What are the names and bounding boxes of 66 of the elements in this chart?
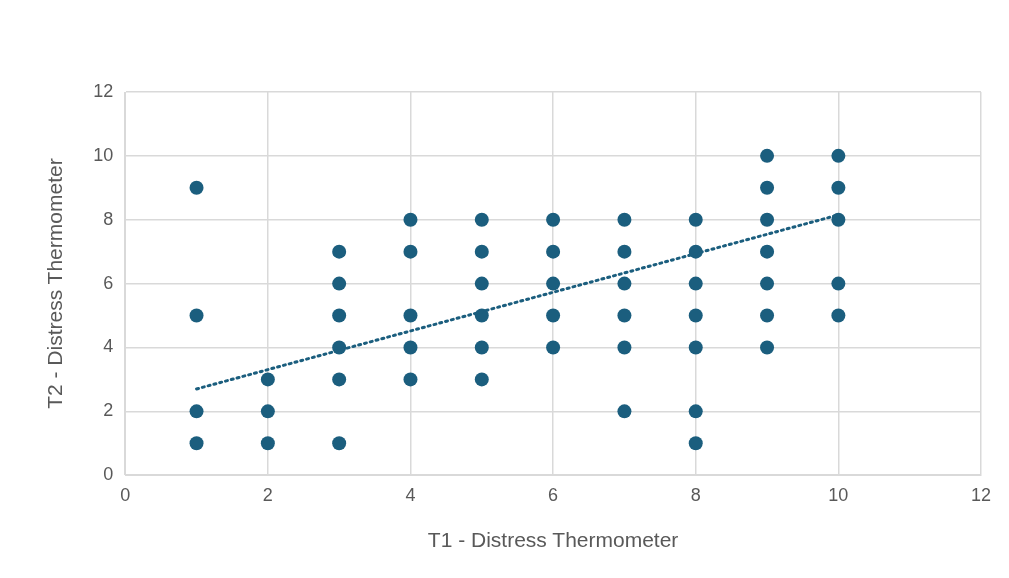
point — [260, 436, 275, 451]
point — [403, 212, 418, 227]
y-tick-label: 12 — [93, 80, 114, 101]
y-tick-label: 4 — [103, 336, 114, 357]
point — [760, 148, 775, 163]
point — [688, 276, 703, 291]
point — [546, 308, 561, 323]
x-tick-label: 2 — [262, 484, 273, 505]
point — [688, 436, 703, 451]
point — [189, 308, 204, 323]
point — [688, 212, 703, 227]
x-tick-label: 0 — [120, 484, 131, 505]
point — [546, 276, 561, 291]
point — [831, 148, 846, 163]
point — [474, 340, 489, 355]
point — [617, 212, 632, 227]
point — [474, 372, 489, 387]
point — [403, 340, 418, 355]
point — [760, 244, 775, 259]
point — [760, 308, 775, 323]
y-tick-label: 0 — [103, 464, 114, 485]
point — [617, 244, 632, 259]
point — [546, 212, 561, 227]
point — [403, 244, 418, 259]
y-axis-title: T2 - Distress Thermometer — [43, 158, 67, 409]
point — [831, 276, 846, 291]
point — [474, 244, 489, 259]
point — [189, 436, 204, 451]
point — [546, 244, 561, 259]
point — [332, 276, 347, 291]
point — [332, 372, 347, 387]
point — [260, 404, 275, 419]
point — [474, 276, 489, 291]
point — [474, 212, 489, 227]
point — [688, 308, 703, 323]
y-tick-label: 6 — [103, 272, 114, 293]
y-tick-label: 2 — [103, 400, 114, 421]
point — [403, 372, 418, 387]
x-tick-label: 10 — [828, 484, 849, 505]
x-tick-label: 12 — [970, 484, 992, 505]
x-tick-label: 6 — [548, 484, 559, 505]
point — [688, 404, 703, 419]
point — [688, 340, 703, 355]
point — [617, 276, 632, 291]
point — [617, 404, 632, 419]
x-tick-label: 4 — [405, 484, 416, 505]
point — [189, 404, 204, 419]
point — [332, 244, 347, 259]
x-tick-label: 8 — [690, 484, 701, 505]
point — [760, 276, 775, 291]
point — [760, 212, 775, 227]
point — [189, 180, 204, 195]
point — [617, 308, 632, 323]
point — [332, 436, 347, 451]
y-tick-label: 10 — [93, 144, 114, 165]
point — [403, 308, 418, 323]
x-axis-title: T1 - Distress Thermometer — [427, 528, 679, 552]
point — [617, 340, 632, 355]
point — [546, 340, 561, 355]
point — [831, 308, 846, 323]
point — [760, 340, 775, 355]
point — [831, 180, 846, 195]
point — [260, 372, 275, 387]
point — [332, 308, 347, 323]
y-tick-label: 8 — [103, 208, 114, 229]
point — [760, 180, 775, 195]
